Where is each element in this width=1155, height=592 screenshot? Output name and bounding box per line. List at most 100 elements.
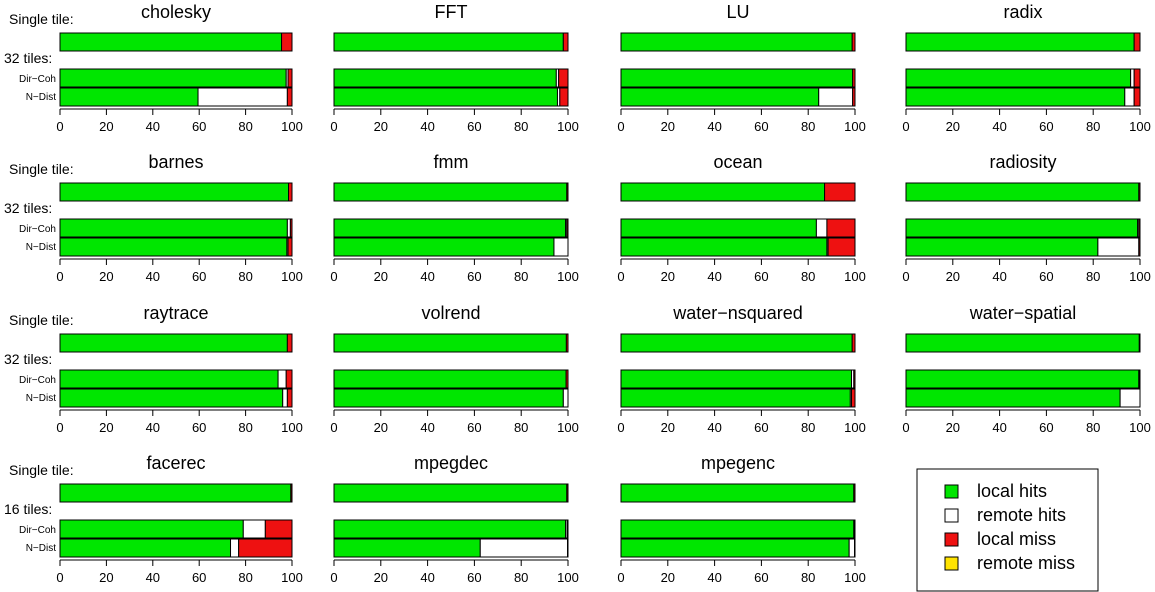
- bar-segment-local-hits: [620, 87, 820, 107]
- x-tick-label: 80: [514, 119, 528, 134]
- bar-segment-local-hits: [905, 68, 1132, 88]
- bar-segment-local-hits: [333, 237, 555, 257]
- x-tick-label: 0: [902, 420, 909, 435]
- dir-coh-label: Dir−Coh: [19, 74, 56, 85]
- x-tick-label: 0: [56, 119, 63, 134]
- x-tick-label: 60: [1039, 269, 1053, 284]
- x-tick-label: 40: [420, 570, 434, 585]
- bar-segment-local-hits: [333, 519, 567, 539]
- x-tick-label: 100: [1129, 119, 1151, 134]
- x-tick-label: 0: [617, 570, 624, 585]
- x-tick-label: 20: [374, 420, 388, 435]
- bar-segment-local-hits: [59, 182, 290, 202]
- x-tick-label: 0: [330, 570, 337, 585]
- bar-segment-local-miss: [827, 237, 856, 257]
- legend-swatch: [944, 508, 959, 523]
- bar-segment-local-hits: [333, 483, 568, 503]
- legend-label: local hits: [977, 481, 1047, 501]
- panel-title: fmm: [434, 152, 469, 172]
- x-tick-label: 60: [467, 269, 481, 284]
- x-tick-label: 80: [238, 570, 252, 585]
- tile-count-label: 32 tiles:: [4, 50, 52, 66]
- bar-segment-local-miss: [238, 538, 293, 558]
- bar-segment-local-hits: [620, 218, 817, 238]
- x-tick-label: 80: [1086, 269, 1100, 284]
- x-tick-label: 80: [801, 269, 815, 284]
- x-tick-label: 80: [514, 420, 528, 435]
- bar-segment-local-miss: [1133, 87, 1141, 107]
- legend-label: remote miss: [977, 553, 1075, 573]
- bar-segment-local-miss: [1138, 333, 1141, 353]
- x-tick-label: 20: [946, 119, 960, 134]
- x-tick-label: 20: [99, 269, 113, 284]
- bar-segment-local-miss: [566, 182, 569, 202]
- bar-segment-local-miss: [286, 388, 293, 408]
- bar-segment-local-miss: [852, 87, 856, 107]
- x-tick-label: 100: [557, 420, 579, 435]
- x-tick-label: 40: [992, 269, 1006, 284]
- x-tick-label: 20: [99, 119, 113, 134]
- bar-segment-local-miss: [1138, 218, 1141, 238]
- x-tick-label: 40: [420, 420, 434, 435]
- x-tick-label: 80: [238, 119, 252, 134]
- bar-segment-local-miss: [566, 218, 569, 238]
- x-tick-label: 40: [992, 420, 1006, 435]
- bar-segment-local-miss: [286, 333, 293, 353]
- bar-segment-local-hits: [333, 32, 564, 52]
- bar-segment-local-miss: [1138, 182, 1141, 202]
- bar-segment-local-miss: [565, 333, 569, 353]
- bar-segment-local-miss: [287, 68, 293, 88]
- x-tick-label: 40: [992, 119, 1006, 134]
- bar-segment-local-hits: [333, 388, 564, 408]
- x-tick-label: 100: [281, 269, 303, 284]
- legend-label: remote hits: [977, 505, 1066, 525]
- bar-segment-local-hits: [905, 218, 1139, 238]
- n-dist-label: N−Dist: [26, 92, 57, 103]
- x-tick-label: 80: [514, 570, 528, 585]
- bar-segment-local-hits: [333, 218, 567, 238]
- bar-segment-local-miss: [566, 519, 569, 539]
- bar-segment-local-hits: [620, 182, 826, 202]
- x-tick-label: 0: [617, 269, 624, 284]
- x-tick-label: 100: [1129, 420, 1151, 435]
- bar-segment-local-miss: [264, 519, 293, 539]
- x-tick-label: 100: [1129, 269, 1151, 284]
- x-tick-label: 20: [374, 269, 388, 284]
- bar-segment-remote-hits: [1097, 237, 1140, 257]
- panel-title: radix: [1003, 2, 1042, 22]
- panel-title: cholesky: [141, 2, 211, 22]
- bar-segment-local-miss: [853, 369, 856, 389]
- x-tick-label: 0: [617, 119, 624, 134]
- bar-segment-local-hits: [59, 538, 232, 558]
- bar-segment-local-miss: [290, 483, 293, 503]
- bar-segment-local-miss: [853, 483, 856, 503]
- dir-coh-label: Dir−Coh: [19, 525, 56, 536]
- bar-segment-local-miss: [288, 182, 293, 202]
- tile-count-label: 32 tiles:: [4, 200, 52, 216]
- bar-segment-local-hits: [620, 237, 828, 257]
- bar-segment-local-miss: [826, 218, 856, 238]
- dir-coh-label: Dir−Coh: [19, 375, 56, 386]
- x-tick-label: 0: [56, 420, 63, 435]
- bar-segment-remote-hits: [1130, 68, 1135, 88]
- x-tick-label: 0: [56, 570, 63, 585]
- bar-segment-local-hits: [620, 388, 851, 408]
- x-tick-label: 40: [707, 269, 721, 284]
- bar-segment-local-miss: [289, 218, 293, 238]
- bar-segment-local-hits: [59, 68, 287, 88]
- x-tick-label: 80: [1086, 119, 1100, 134]
- x-tick-label: 0: [330, 269, 337, 284]
- single-tile-label: Single tile:: [9, 312, 74, 328]
- n-dist-label: N−Dist: [26, 543, 57, 554]
- x-tick-label: 60: [754, 420, 768, 435]
- x-tick-label: 100: [844, 420, 866, 435]
- bar-segment-local-hits: [905, 32, 1135, 52]
- x-tick-label: 0: [902, 269, 909, 284]
- x-tick-label: 60: [1039, 119, 1053, 134]
- bar-segment-local-hits: [333, 87, 558, 107]
- x-tick-label: 40: [707, 119, 721, 134]
- bar-segment-remote-hits: [277, 369, 287, 389]
- panel-title: mpegenc: [701, 453, 775, 473]
- x-tick-label: 60: [192, 269, 206, 284]
